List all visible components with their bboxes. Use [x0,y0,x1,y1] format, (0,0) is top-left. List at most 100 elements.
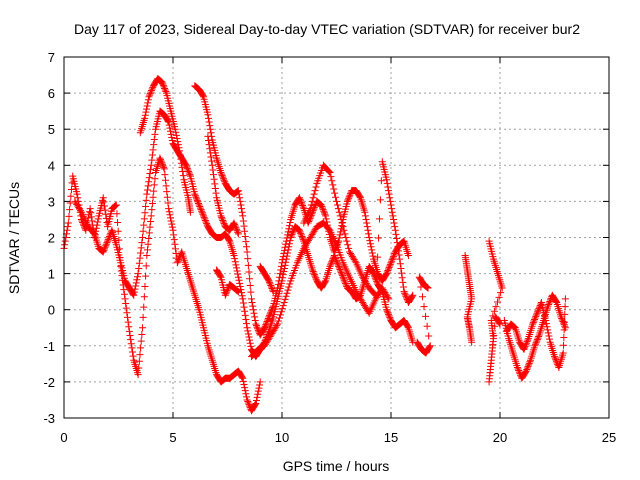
data-point [277,266,285,274]
data-point [280,246,288,254]
data-point [147,165,155,173]
data-point [534,334,542,342]
data-point [389,253,397,261]
data-point [171,245,179,253]
data-point [168,220,176,228]
data-point [166,211,174,219]
data-point [148,199,156,207]
data-point [131,285,139,293]
data-point [145,235,153,243]
data-point [341,230,349,238]
data-point [206,125,214,133]
data-point [275,317,283,325]
data-point [328,177,336,185]
data-point [322,215,330,223]
data-point [388,205,396,213]
data-point [167,127,175,135]
data-point [267,281,275,289]
data-point [297,197,305,205]
data-point [393,239,401,247]
data-point [523,366,531,374]
data-point [248,298,256,306]
data-point [245,268,253,276]
data-point [384,309,392,317]
data-point [242,390,250,398]
data-point [525,361,533,369]
data-point [340,276,348,284]
data-point [217,169,225,177]
data-point [170,231,178,239]
data-point [345,193,353,201]
data-point [236,197,244,205]
data-point [339,273,347,281]
data-point [543,323,551,331]
data-point [299,202,307,210]
data-point [147,212,155,220]
data-point [255,384,263,392]
data-point [169,226,177,234]
data-point [165,205,173,213]
series-trace-f [300,158,417,306]
data-point [132,282,140,290]
data-point [100,198,108,206]
data-point [236,194,244,202]
data-point [383,307,391,315]
data-point [230,252,238,260]
data-point [559,318,567,326]
data-point [295,226,303,234]
data-point [99,194,107,202]
data-point [268,285,276,293]
data-point [199,92,207,100]
data-point [122,300,130,308]
data-point [377,177,385,185]
data-point [135,357,143,365]
data-point [532,340,540,348]
y-tick-label: 2 [48,231,55,246]
data-point [351,257,359,265]
data-point [389,212,397,220]
data-point [247,342,255,350]
data-point [333,259,341,267]
data-point [256,381,264,389]
data-point [206,145,214,153]
data-point [167,214,175,222]
data-point [265,277,273,285]
data-point [394,247,402,255]
data-point [344,241,352,249]
data-point [335,208,343,216]
data-point [204,132,212,140]
data-point [211,180,219,188]
data-point [244,255,252,263]
data-point [191,192,199,200]
data-point [246,281,254,289]
data-point [273,322,281,330]
data-point [309,266,317,274]
data-point [423,283,431,291]
data-point [137,244,145,252]
data-point [312,274,320,282]
data-point [561,303,569,311]
data-point [252,322,260,330]
data-point [65,212,73,220]
data-point [274,280,282,288]
data-point [202,218,210,226]
data-point [490,331,498,339]
data-point [283,234,291,242]
data-point [172,131,180,139]
data-point [158,160,166,168]
data-point [232,224,240,232]
data-point [321,278,329,286]
data-point [383,306,391,314]
data-point [529,319,537,327]
data-point [367,243,375,251]
data-point [134,270,142,278]
data-point [162,182,170,190]
data-point [320,209,328,217]
data-point [241,307,249,315]
data-point [147,161,155,169]
data-point [524,362,532,370]
data-point [148,206,156,214]
data-point [140,215,148,223]
data-point [266,278,274,286]
data-point [243,248,251,256]
